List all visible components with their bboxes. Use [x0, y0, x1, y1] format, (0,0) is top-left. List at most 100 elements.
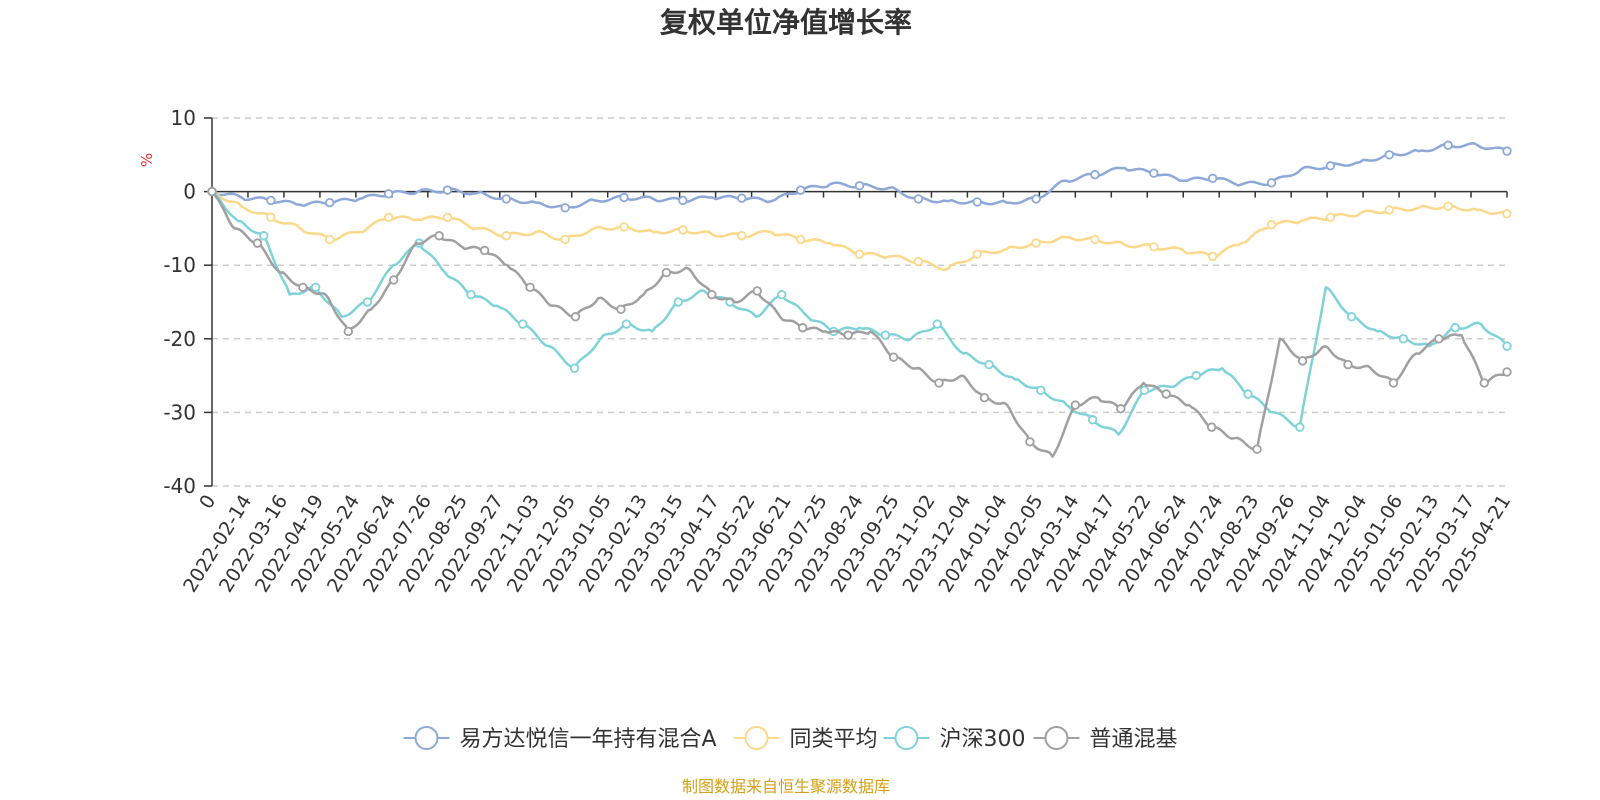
data-point [560, 234, 570, 245]
data-point [310, 282, 321, 292]
data-point [678, 225, 688, 235]
series-lines [207, 140, 1512, 458]
data-point [1295, 422, 1305, 432]
data-point [1252, 444, 1262, 454]
grid-lines [212, 117, 1507, 487]
data-point [1036, 385, 1046, 396]
legend-circle-icon [894, 726, 919, 750]
data-point [1207, 173, 1218, 184]
x-axis-ticks: 02022-02-142022-03-162022-04-192022-05-2… [179, 191, 1515, 596]
data-point [266, 212, 276, 223]
data-point [1479, 378, 1489, 388]
legend-label: 同类平均 [790, 727, 878, 752]
y-axis-ticks: 10 0 -10 -20 -30 -40 [163, 106, 212, 498]
data-point [570, 312, 581, 322]
y-tick-label: 10 [171, 106, 196, 130]
data-point [972, 249, 982, 259]
data-point [1443, 201, 1453, 212]
data-point [737, 193, 747, 203]
legend-item[interactable]: 普通混基 [1033, 726, 1178, 752]
data-point [479, 245, 490, 256]
data-point [1025, 437, 1035, 447]
y-tick-label: 0 [183, 180, 196, 204]
data-point [707, 289, 717, 300]
data-point [1297, 356, 1308, 366]
data-point [1149, 242, 1159, 252]
data-point [621, 319, 632, 329]
legend-circle-icon [1044, 726, 1069, 750]
legend-item[interactable]: 易方达悦信一年持有混合A [403, 726, 717, 752]
data-point [616, 304, 626, 315]
legend-circle-icon [414, 726, 439, 750]
data-point [1502, 341, 1512, 351]
data-point [795, 234, 806, 245]
data-point [913, 256, 924, 267]
legend-label: 普通混基 [1090, 727, 1178, 752]
data-point [1031, 194, 1041, 204]
data-point [619, 192, 629, 203]
data-point [1502, 208, 1512, 219]
data-point [737, 231, 747, 241]
data-point [888, 352, 899, 362]
y-tick-label: -10 [163, 253, 196, 277]
data-point [325, 234, 335, 245]
data-point [1090, 169, 1100, 180]
data-point [777, 289, 787, 300]
data-point [1346, 312, 1357, 322]
legend-label: 沪深300 [940, 727, 1026, 752]
legend-item[interactable]: 同类平均 [733, 726, 878, 752]
y-tick-label: -30 [163, 400, 196, 424]
data-point [298, 282, 308, 292]
data-point [795, 185, 806, 195]
axes [211, 118, 1507, 486]
data-point [619, 222, 629, 232]
y-axis-label: % [138, 153, 156, 167]
data-point [1325, 212, 1336, 223]
series-1 [207, 140, 1512, 213]
series-line [211, 141, 1508, 210]
data-point [1191, 370, 1201, 381]
data-point [259, 231, 269, 241]
data-point [434, 231, 444, 241]
data-point [661, 267, 672, 278]
legend[interactable]: 易方达悦信一年持有混合A 同类平均 沪深300 普通混基 [403, 726, 1178, 752]
data-point [854, 181, 865, 191]
legend-label: 易方达悦信一年持有混合A [460, 727, 717, 752]
data-point [1325, 161, 1336, 171]
legend-circle-icon [744, 726, 769, 750]
data-point [389, 275, 399, 285]
data-point [984, 359, 994, 370]
data-point [383, 212, 394, 223]
data-point [913, 194, 924, 204]
data-point [442, 212, 453, 223]
data-point [560, 203, 570, 213]
source-note: 制图数据来自恒生聚源数据库 [682, 777, 890, 796]
data-point [1070, 400, 1081, 410]
data-point [1434, 334, 1444, 344]
data-point [673, 297, 683, 307]
data-point [880, 330, 891, 340]
data-point [518, 319, 528, 329]
data-point [1343, 359, 1353, 370]
data-point [854, 249, 865, 259]
data-point [1031, 238, 1041, 248]
data-point [972, 197, 982, 207]
data-point [1207, 251, 1218, 262]
series-3 [207, 186, 1512, 436]
data-point [752, 286, 762, 296]
data-point [1087, 415, 1098, 425]
data-point [383, 189, 394, 199]
series-line [211, 190, 1509, 436]
legend-item[interactable]: 沪深300 [883, 726, 1026, 752]
y-tick-label: -20 [163, 327, 196, 351]
data-point [442, 185, 453, 195]
data-point [1139, 385, 1150, 396]
data-point [678, 195, 688, 206]
data-point [1450, 323, 1460, 333]
data-point [569, 363, 580, 373]
data-point [266, 195, 276, 206]
series-line [211, 190, 1508, 458]
data-point [501, 194, 512, 204]
data-point [1243, 389, 1253, 399]
